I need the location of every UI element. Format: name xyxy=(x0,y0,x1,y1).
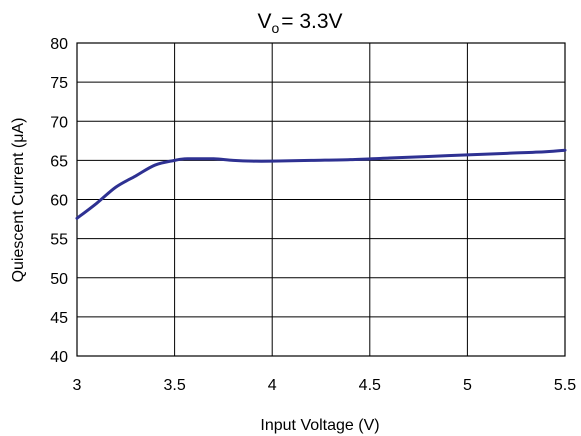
x-tick-label: 3 xyxy=(73,377,82,394)
x-tick-labels: 3 3.5 4 4.5 5 5.5 xyxy=(73,377,577,394)
y-tick-label: 75 xyxy=(50,75,68,92)
plot-frame xyxy=(76,42,566,357)
x-tick-label: 3.5 xyxy=(163,377,185,394)
y-tick-label: 45 xyxy=(50,310,68,327)
x-tick-label: 4.5 xyxy=(359,377,381,394)
grid-lines xyxy=(76,42,566,357)
x-tick-label: 5.5 xyxy=(554,377,576,394)
y-tick-labels: 40 45 50 55 60 65 70 75 80 xyxy=(50,36,68,366)
y-tick-label: 80 xyxy=(50,36,68,53)
x-tick-label: 5 xyxy=(463,377,472,394)
y-tick-label: 50 xyxy=(50,271,68,288)
y-axis-label: Quiescent Current (μA) xyxy=(10,118,27,283)
x-axis-label: Input Voltage (V) xyxy=(260,417,379,434)
y-tick-label: 40 xyxy=(50,349,68,366)
y-tick-label: 55 xyxy=(50,232,68,249)
chart-title: Vo= 3.3V xyxy=(257,10,342,36)
y-tick-label: 70 xyxy=(50,114,68,131)
x-tick-label: 4 xyxy=(268,377,277,394)
y-tick-label: 65 xyxy=(50,153,68,170)
series-line xyxy=(75,148,567,220)
y-tick-label: 60 xyxy=(50,193,68,210)
